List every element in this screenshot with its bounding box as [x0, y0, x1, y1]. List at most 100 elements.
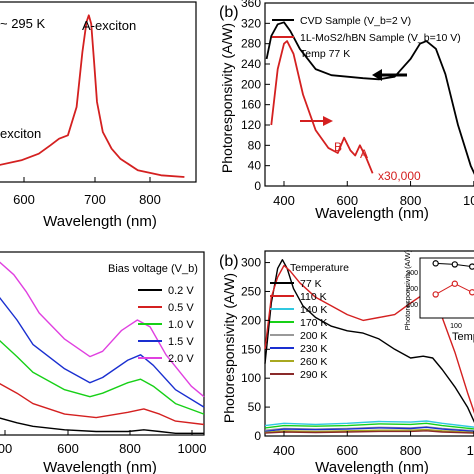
x-tick-label: 10	[467, 443, 474, 458]
series-lines	[0, 14, 185, 178]
annotation-a-exciton: A-exciton	[82, 18, 136, 33]
x-tick-label: 800	[119, 441, 141, 456]
legend-title: Bias voltage (V_b)	[108, 263, 198, 275]
legend-entry: 140 K	[300, 304, 327, 316]
y-tick-label: 300	[241, 256, 261, 270]
inset-y-tick: 100	[406, 302, 418, 309]
plot-frame-bottom-left	[0, 251, 205, 436]
panel-top-left: ~ 295 K A-exciton exciton 600 700 800 Wa…	[0, 1, 197, 230]
x-tick-label: 600	[13, 192, 35, 207]
series-line	[264, 426, 474, 433]
y-tick-label: 160	[241, 98, 261, 112]
legend-entry: 0.5 V	[168, 302, 194, 314]
legend-entry: 110 K	[300, 291, 327, 303]
y-tick-label: 240	[241, 57, 261, 71]
inset-marker	[469, 263, 474, 270]
legend-entry: 2.0 V	[168, 353, 194, 365]
inset-marker	[469, 289, 474, 296]
annotation-b-exciton: exciton	[0, 126, 41, 141]
x-tick-label: 800	[139, 192, 161, 207]
inset-plot: Photoresponsivity (A/W) 300 200 100 100 …	[403, 249, 474, 343]
x-tick-label: 700	[84, 192, 106, 207]
series-line	[264, 422, 474, 430]
x-tick-label: 100	[463, 193, 474, 208]
x-ticks: 400 600 800 100	[273, 181, 474, 208]
x-tick-label: 600	[336, 443, 358, 458]
x-tick-label: 600	[57, 441, 79, 456]
legend-entry: 260 K	[300, 356, 327, 368]
annotation-temperature: ~ 295 K	[0, 16, 46, 31]
series-line	[264, 420, 474, 428]
y-tick-label: 50	[248, 400, 262, 414]
series-line	[264, 430, 474, 434]
x-tick-label: 800	[400, 443, 422, 458]
y-tick-label: 0	[254, 179, 261, 193]
legend: CVD Sample (V_b=2 V) 1L-MoS2/hBN Sample …	[272, 15, 461, 60]
legend-entry: 77 K	[300, 278, 322, 290]
series-line	[270, 40, 374, 174]
x-ticks: 400 600 800 10	[273, 431, 474, 458]
y-tick-label: 320	[241, 16, 261, 30]
series-line	[0, 297, 205, 408]
panel-label: (b)	[219, 4, 239, 21]
y-tick-label: 200	[241, 77, 261, 91]
y-tick-label: 200	[241, 313, 261, 327]
inset-x-label: Temp	[452, 331, 474, 343]
plot-frame-top-left	[0, 1, 197, 183]
x-tick-label: 400	[273, 443, 295, 458]
legend-entry: 1.0 V	[168, 319, 194, 331]
y-tick-label: 80	[248, 138, 262, 152]
y-tick-label: 280	[241, 37, 261, 51]
panel-bottom-right: (b) 0 50 100 150 200 250 300 400 600 800 10 Photo…	[219, 249, 474, 474]
temperature-label: Temp 77 K	[300, 48, 350, 60]
arrows	[300, 69, 407, 126]
inset-marker	[432, 260, 439, 267]
series-line	[0, 417, 204, 434]
y-tick-label: 40	[248, 159, 262, 173]
x-ticks: 00 600 800 1000	[0, 430, 206, 456]
peak-label-a: A	[360, 147, 368, 161]
y-tick-label: 100	[241, 371, 261, 385]
inset-y-tick: 200	[406, 286, 418, 293]
peak-label-b: B	[334, 140, 342, 154]
y-tick-label: 150	[241, 342, 261, 356]
inset-marker	[432, 291, 439, 298]
series-line	[264, 428, 474, 434]
inset-marker	[451, 261, 458, 268]
scale-factor-label: x30,000	[378, 169, 421, 183]
legend-title: Temperature	[290, 262, 349, 274]
legend-entry: 1.5 V	[168, 336, 194, 348]
legend-entry: CVD Sample (V_b=2 V)	[300, 15, 411, 27]
series-line	[265, 21, 474, 175]
x-tick-label: 800	[400, 193, 422, 208]
x-axis-label: Wavelength (nm)	[315, 459, 429, 474]
series-line	[0, 261, 205, 398]
legend-entry: 200 K	[300, 330, 327, 342]
series-line	[0, 383, 205, 426]
y-tick-label: 0	[254, 429, 261, 443]
x-tick-label: 1000	[178, 441, 207, 456]
legend-entry: 170 K	[300, 317, 327, 329]
legend: Bias voltage (V_b) 0.2 V 0.5 V 1.0 V 1.5 V 2…	[108, 263, 198, 365]
y-ticks: 0 40 80 120 160 200 240 280 320 360	[241, 0, 270, 193]
panel-bottom-left: Bias voltage (V_b) 0.2 V 0.5 V 1.0 V 1.5 V 2…	[0, 251, 206, 474]
x-axis-label: Wavelength (nm)	[43, 213, 157, 230]
series-line	[264, 259, 474, 424]
series-lines	[265, 21, 474, 175]
y-axis-label: Photoresponsivity (A/W)	[219, 23, 235, 173]
x-tick-label: 400	[273, 193, 295, 208]
y-tick-label: 360	[241, 0, 261, 10]
panel-label: (b)	[219, 253, 239, 270]
series-lines	[0, 261, 205, 434]
x-ticks: 600 700 800	[13, 177, 161, 207]
legend-entry: 290 K	[300, 369, 327, 381]
legend-entry: 230 K	[300, 343, 327, 355]
plot-frame-top-right	[264, 2, 474, 187]
x-axis-label: Wavelength (nm)	[43, 459, 157, 474]
x-tick-label: 00	[0, 441, 12, 456]
x-tick-label: 600	[336, 193, 358, 208]
legend-entry: 1L-MoS2/hBN Sample (V_b=10 V)	[300, 32, 461, 44]
series-line	[0, 14, 185, 178]
legend-entry: 0.2 V	[168, 285, 194, 297]
